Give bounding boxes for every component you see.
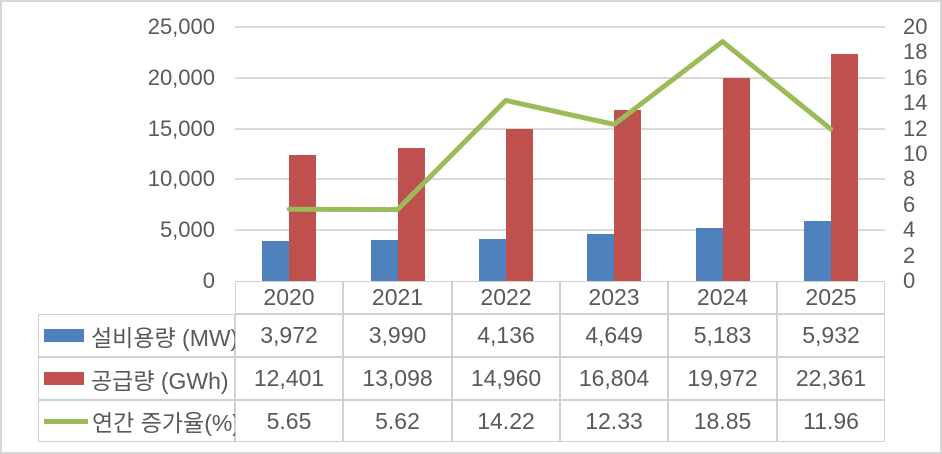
year-header-cell: 2024 — [668, 281, 777, 314]
table-value-cell: 14,960 — [452, 357, 560, 400]
table-value-cell: 3,972 — [235, 314, 343, 357]
gridline — [235, 229, 885, 232]
left-axis-tick: 25,000 — [147, 14, 215, 39]
bar-1-2024 — [722, 78, 750, 281]
year-header-cell: 2020 — [235, 281, 343, 314]
series-color-swatch-icon — [44, 372, 84, 385]
series-color-swatch-icon — [44, 329, 84, 342]
growth-line-layer — [286, 39, 834, 213]
series-name-label: 공급량 (GWh) — [91, 367, 229, 394]
gridline — [235, 76, 885, 79]
left-axis-tick: 15,000 — [147, 115, 215, 141]
year-header-cell: 2025 — [777, 281, 885, 314]
right-axis-tick: 2 — [903, 242, 916, 268]
right-axis-tick: 16 — [903, 64, 928, 90]
right-axis-tick: 6 — [903, 191, 916, 217]
right-axis-tick: 14 — [903, 90, 928, 116]
right-axis-tick: 8 — [903, 166, 916, 192]
table-value-cell: 5,183 — [668, 314, 777, 357]
table-value-cell: 13,098 — [343, 357, 452, 400]
right-axis-tick: 18 — [903, 39, 928, 65]
right-axis-tick: 12 — [903, 115, 928, 141]
bar-1-2020 — [289, 155, 317, 281]
bar-0-2024 — [695, 228, 723, 281]
table-value-cell: 5.65 — [235, 400, 343, 442]
year-header-cell: 2022 — [452, 281, 560, 314]
table-value-cell: 4,136 — [452, 314, 560, 357]
table-value-cell: 3,990 — [343, 314, 452, 357]
bar-1-2025 — [830, 53, 858, 281]
gridline — [235, 26, 885, 28]
series-name-label: 연간 증가율(%) — [92, 410, 240, 436]
table-value-cell: 22,361 — [777, 357, 885, 400]
table-value-cell: 14.22 — [452, 400, 560, 442]
bar-0-2025 — [803, 220, 831, 281]
series-color-swatch-icon — [44, 418, 88, 424]
bar-0-2023 — [587, 233, 615, 281]
right-axis-tick: 0 — [903, 268, 916, 293]
left-axis-tick: 20,000 — [147, 64, 215, 90]
right-axis-tick: 10 — [903, 141, 928, 166]
table-value-cell: 4,649 — [560, 314, 668, 357]
bar-0-2022 — [478, 238, 506, 281]
growth-rate-line — [286, 39, 834, 213]
table-value-cell: 16,804 — [560, 357, 668, 400]
bar-1-2023 — [614, 110, 642, 281]
table-value-cell: 5,932 — [777, 314, 885, 357]
year-header-cell: 2021 — [343, 281, 452, 314]
right-axis-tick: 20 — [903, 14, 928, 39]
left-axis-tick: 0 — [202, 268, 215, 293]
plot-area — [235, 26, 885, 281]
gridline — [235, 127, 885, 130]
table-value-cell: 12,401 — [235, 357, 343, 400]
table-value-cell: 5.62 — [343, 400, 452, 442]
year-header-cell: 2023 — [560, 281, 668, 314]
bar-0-2020 — [262, 240, 290, 281]
bar-1-2021 — [397, 147, 425, 281]
legend-cell: 설비용량 (MW) — [38, 314, 239, 357]
gridline — [235, 178, 885, 181]
left-axis-tick: 10,000 — [147, 166, 215, 192]
series-name-label: 설비용량 (MW) — [91, 324, 239, 351]
legend-cell: 공급량 (GWh) — [38, 357, 235, 400]
table-value-cell: 19,972 — [668, 357, 777, 400]
bar-1-2022 — [505, 129, 533, 281]
right-axis-tick: 4 — [903, 217, 916, 243]
table-value-cell: 11.96 — [777, 400, 885, 442]
table-value-cell: 18.85 — [668, 400, 777, 442]
bar-0-2021 — [370, 240, 398, 281]
legend-cell: 연간 증가율(%) — [38, 400, 240, 442]
table-value-cell: 12.33 — [560, 400, 668, 442]
left-axis-tick: 5,000 — [159, 217, 215, 243]
